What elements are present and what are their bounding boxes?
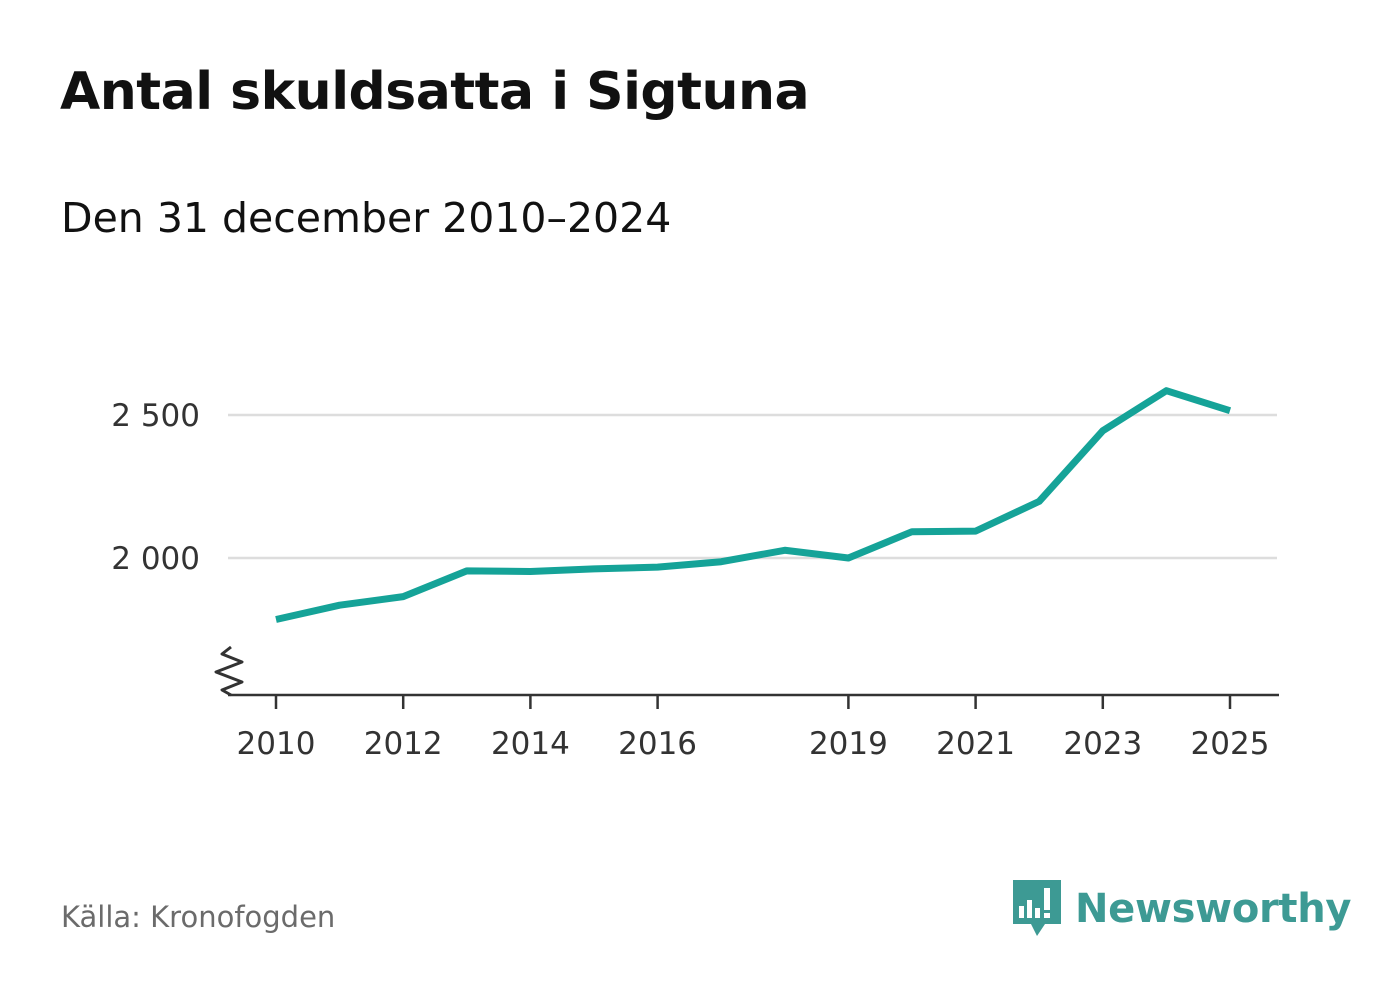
- x-tick-label: 2025: [1191, 726, 1270, 762]
- x-tick-label: 2021: [936, 726, 1015, 762]
- x-tick-label: 2019: [809, 726, 888, 762]
- logo-bar-3: [1035, 908, 1040, 918]
- x-tick-label: 2014: [491, 726, 570, 762]
- x-axis-ticks: 2010 2012 2014 2016 2019 2021 2023 2025: [237, 695, 1270, 762]
- x-tick-label: 2016: [618, 726, 697, 762]
- x-tick-label: 2010: [237, 726, 316, 762]
- brand-name: Newsworthy: [1075, 886, 1352, 932]
- series-line-0: [275, 387, 1232, 623]
- grid-lines: [228, 413, 1277, 560]
- y-tick-label: 2 000: [111, 541, 200, 577]
- chart-title: Antal skuldsatta i Sigtuna: [60, 62, 810, 122]
- logo-dot: [1044, 913, 1050, 918]
- logo-bar-4: [1044, 888, 1050, 910]
- logo-bar-2: [1027, 900, 1032, 918]
- axis-break-icon: [214, 645, 244, 697]
- y-tick-label: 2 500: [111, 398, 200, 434]
- source-note: Källa: Kronofogden: [61, 900, 336, 934]
- y-axis-tick-labels: 2 000 2 500: [111, 398, 200, 577]
- series-layer: [275, 387, 1232, 623]
- chart-subtitle: Den 31 december 2010–2024: [61, 194, 672, 242]
- brand[interactable]: Newsworthy: [1011, 878, 1352, 940]
- newsworthy-logo-icon: [1013, 880, 1061, 936]
- logo-bar-1: [1019, 906, 1024, 918]
- x-tick-label: 2012: [364, 726, 443, 762]
- x-tick-label: 2023: [1063, 726, 1142, 762]
